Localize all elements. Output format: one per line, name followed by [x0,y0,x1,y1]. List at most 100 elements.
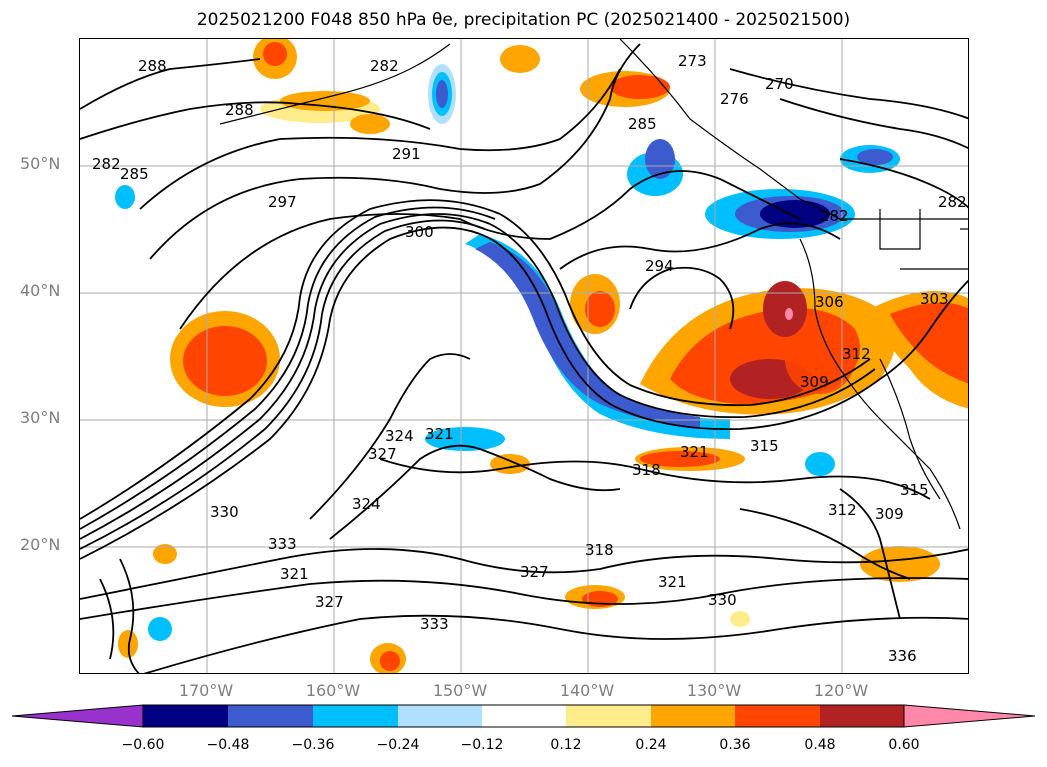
colorbar-tick: 0.36 [719,737,751,753]
colorbar-swatch [313,705,398,727]
contour-label: 282 [938,193,967,211]
contour-label: 330 [708,591,737,609]
contour-labels: 288 288 282 285 282 273 276 270 285 291 … [92,52,967,665]
colorbar-swatch [651,705,735,727]
colorbar-tick: 0.60 [888,737,920,753]
contour-label: 309 [875,505,904,523]
shade-royal [436,80,448,108]
shade-yellow [730,611,750,627]
shading-layer [115,39,968,673]
lon-label: 160°W [305,681,361,700]
shade-blue [425,427,505,451]
contour-label: 321 [425,425,454,443]
contour-label: 306 [815,293,844,311]
shade-orange [500,45,540,73]
contour-label: 318 [632,461,661,479]
contour-label: 327 [315,593,344,611]
colorbar-tick: −0.48 [206,737,250,753]
colorbar-tick: 0.12 [550,737,582,753]
shade-orange [785,324,855,394]
contour-label: 324 [385,427,414,445]
colorbar-tick: 0.24 [635,737,667,753]
contour-label: 297 [268,193,297,211]
colorbar-tick: −0.36 [291,737,335,753]
shade-orange [860,546,940,582]
colorbar-extend-high [903,704,1036,728]
shade-royal-band [475,242,700,427]
contour-label: 291 [392,145,421,163]
shade-red [380,651,400,671]
colorbar-extend-low [11,704,144,728]
shade-blue [148,617,172,641]
shade-red-east [890,302,968,384]
shade-orange [350,114,390,134]
colorbar-tick: 0.48 [804,737,836,753]
colorbar-swatch [735,705,820,727]
lon-label: 120°W [813,681,869,700]
colorbar [11,704,1036,728]
contour-label: 321 [680,443,709,461]
contour-label: 336 [888,647,917,665]
contour-label: 327 [520,563,549,581]
contour-label: 288 [225,101,254,119]
contour-label: 309 [800,373,829,391]
shade-red [610,75,670,99]
colorbar-frame [142,704,905,728]
shade-royal [857,149,893,165]
contour-label: 282 [370,57,399,75]
shade-red [585,291,615,327]
colorbar-swatch [566,705,651,727]
shade-orange [153,544,177,564]
contour-label: 333 [420,615,449,633]
contour-label: 327 [368,445,397,463]
shade-red [640,451,720,467]
colorbar-swatch [820,705,904,727]
lon-label: 130°W [686,681,742,700]
contour-label: 321 [280,565,309,583]
colorbar-tick: −0.24 [376,737,420,753]
lat-label: 40°N [20,281,61,300]
contour-label: 282 [820,207,849,225]
map-panel: 288 288 282 285 282 273 276 270 285 291 … [79,38,969,674]
contour-label: 318 [585,541,614,559]
map-canvas: 288 288 282 285 282 273 276 270 285 291 … [80,39,968,673]
lat-label: 20°N [20,535,61,554]
contour-label: 330 [210,503,239,521]
shade-darkred [763,281,807,337]
colorbar-swatch [143,705,228,727]
contour-label: 270 [765,75,794,93]
colorbar-swatch [228,705,313,727]
colorbar-swatch [398,705,482,727]
contour-label: 312 [828,501,857,519]
contour-label: 285 [120,165,149,183]
shade-pink [785,308,793,320]
contour-label: 282 [92,155,121,173]
shade-blue [115,185,135,209]
contour-label: 315 [750,437,779,455]
gridlines [80,39,968,673]
figure-title: 2025021200 F048 850 hPa θe, precipitatio… [196,10,851,30]
contour-label: 288 [138,57,167,75]
shade-orange [118,630,138,658]
shade-red [263,42,287,66]
contour-label: 273 [678,52,707,70]
contour-label: 300 [405,223,434,241]
contour-label: 294 [645,257,674,275]
lon-label: 170°W [178,681,234,700]
shade-orange [280,91,370,111]
colorbar-tick: −0.12 [460,737,504,753]
lon-label: 140°W [559,681,615,700]
colorbar-tick: −0.60 [121,737,165,753]
shade-red [183,326,267,396]
contour-label: 285 [628,115,657,133]
lat-label: 30°N [20,408,61,427]
contour-label: 276 [720,90,749,108]
shade-royal [645,139,675,179]
contour-label: 333 [268,535,297,553]
contour-label: 312 [842,345,871,363]
theta-e-contours [80,43,968,673]
contour-label: 303 [920,290,949,308]
contour-label: 321 [658,573,687,591]
lat-label: 50°N [20,154,61,173]
lon-label: 150°W [432,681,488,700]
